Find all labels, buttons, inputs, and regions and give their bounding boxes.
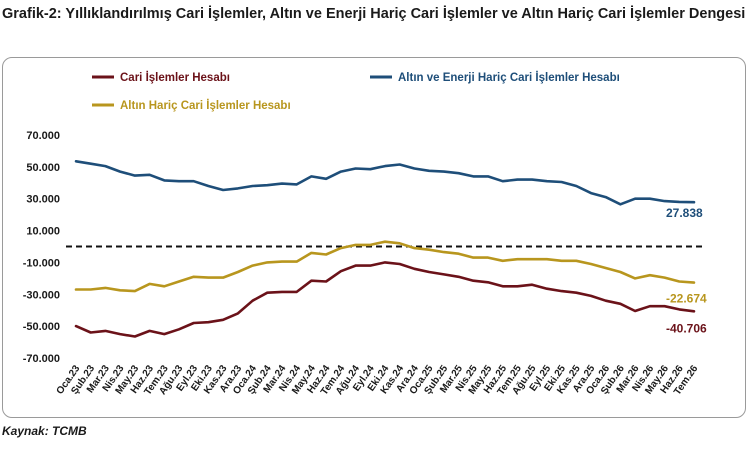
end-label-2: 27.838 — [666, 206, 703, 220]
y-tick-label: -10.000 — [23, 257, 60, 269]
y-tick-label: 30.000 — [26, 194, 60, 206]
end-labels: -40.706 27.838 -22.674 — [666, 206, 707, 335]
chart-frame — [2, 57, 746, 418]
legend-label-2: Altın ve Enerji Hariç Cari İşlemler Hesa… — [398, 71, 620, 84]
y-axis: 70.000 50.000 30.000 10.000 -10.000 -30.000 -5… — [23, 130, 60, 365]
series-line-3 — [74, 240, 696, 293]
series-line-1 — [74, 261, 696, 338]
end-label-1: -40.706 — [666, 321, 707, 335]
legend: Cari İşlemler Hesabı Altın ve Enerji Hari… — [92, 71, 620, 112]
end-label-3: -22.674 — [666, 292, 707, 306]
y-tick-label: 70.000 — [26, 130, 60, 142]
source-note: Kaynak: TCMB — [2, 424, 87, 438]
y-tick-label: -30.000 — [23, 289, 60, 301]
legend-label-1: Cari İşlemler Hesabı — [120, 71, 230, 84]
series-line-2 — [74, 160, 696, 206]
chart-title: Grafik-2: Yıllıklandırılmış Cari İşlemle… — [2, 6, 748, 22]
legend-label-3: Altın Hariç Cari İşlemler Hesabı — [120, 99, 291, 112]
y-tick-label: 10.000 — [26, 226, 60, 238]
y-tick-label: -70.000 — [23, 353, 60, 365]
x-axis: Oca.23Şub.23Mar.23Nis.23May.23Haz.23Tem.… — [55, 363, 701, 397]
series-lines — [74, 160, 696, 338]
y-tick-label: 50.000 — [26, 162, 60, 174]
y-tick-label: -50.000 — [23, 321, 60, 333]
